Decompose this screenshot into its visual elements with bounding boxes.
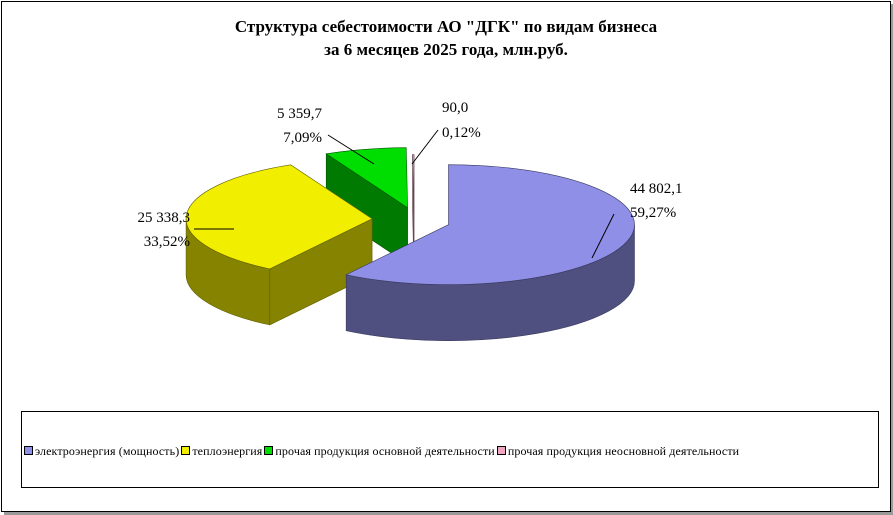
data-label-value: 5 359,7 bbox=[277, 106, 323, 122]
data-label-percent: 59,27% bbox=[630, 205, 676, 221]
legend-swatch bbox=[264, 446, 274, 455]
chart-subtitle: за 6 месяцев 2025 года, млн.руб. bbox=[324, 40, 568, 59]
data-label-value: 44 802,1 bbox=[630, 181, 683, 197]
legend: электроэнергия (мощность) теплоэнергия про… bbox=[21, 411, 879, 488]
slice-other-core bbox=[325, 147, 408, 265]
legend-item: электроэнергия (мощность) bbox=[24, 444, 179, 459]
data-label-percent: 33,52% bbox=[144, 234, 190, 250]
chart-title: Структура себестоимости АО "ДГК" по вида… bbox=[235, 17, 658, 36]
legend-item: прочая продукция основной деятельности bbox=[264, 444, 495, 459]
data-label-value: 25 338,3 bbox=[138, 210, 191, 226]
data-label-value: 90,0 bbox=[442, 100, 468, 116]
data-label-percent: 7,09% bbox=[283, 130, 322, 146]
data-label-percent: 0,12% bbox=[442, 125, 481, 141]
slice-heat bbox=[185, 164, 373, 326]
legend-swatch bbox=[496, 446, 506, 455]
pie-chart: Структура себестоимости АО "ДГК" по вида… bbox=[138, 17, 683, 341]
leader-line bbox=[411, 129, 439, 165]
legend-label: электроэнергия (мощность) bbox=[35, 444, 180, 458]
slice-electricity bbox=[345, 164, 635, 341]
legend-swatch bbox=[181, 446, 191, 455]
leader-line bbox=[591, 213, 615, 259]
legend-item: теплоэнергия bbox=[181, 444, 262, 459]
legend-label: теплоэнергия bbox=[192, 444, 263, 458]
legend-swatch bbox=[24, 446, 33, 455]
legend-item: прочая продукция неосновной деятельности bbox=[496, 444, 740, 459]
legend-label: прочая продукция неосновной деятельности bbox=[507, 444, 740, 458]
legend-label: прочая продукция основной деятельности bbox=[275, 444, 495, 458]
leader-line bbox=[327, 134, 375, 165]
